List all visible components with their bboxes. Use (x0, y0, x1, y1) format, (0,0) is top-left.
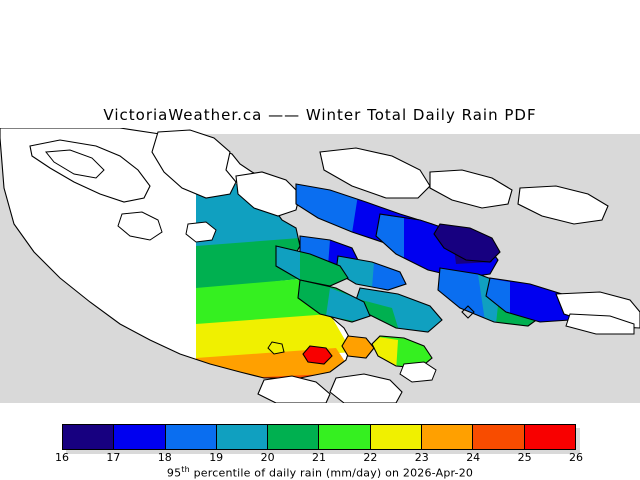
colorbar-segment-9 (524, 425, 575, 449)
caption-percentile-number: 95 (166, 466, 182, 480)
colorbar-segment-2 (165, 425, 217, 449)
contour-islet-orange (341, 335, 375, 359)
landmass-south-islands (257, 361, 437, 403)
colorbar-tick-24: 24 (466, 451, 481, 464)
colorbar-tick-26: 26 (569, 451, 583, 464)
colorbar-tick-20: 20 (260, 451, 275, 464)
map-panel (0, 128, 640, 403)
colorbar-segment-4 (268, 425, 320, 449)
colorbar-segment-1 (114, 425, 166, 449)
colorbar-tick-16: 16 (55, 451, 69, 464)
colorbar-tick-23: 23 (414, 451, 429, 464)
contour-islet-red (302, 345, 333, 365)
colorbar-segment-6 (370, 425, 423, 449)
landmass-east-shore (555, 291, 640, 335)
colorbar-tick-25: 25 (517, 451, 532, 464)
colorbar-tick-22: 22 (363, 451, 378, 464)
landmass-northwest-peninsula (29, 139, 151, 203)
colorbar-caption: 95th percentile of daily rain (mm/day) o… (0, 465, 640, 480)
colorbar-panel: 16 17 18 19 20 21 22 23 24 25 26 95th percentile o… (0, 418, 640, 480)
colorbar (62, 424, 576, 450)
colorbar-segment-0 (63, 425, 115, 449)
caption-rest: percentile of daily rain (mm/day) on 202… (189, 466, 474, 480)
colorbar-segment-8 (473, 425, 525, 449)
colorbar-tick-labels: 16 17 18 19 20 21 22 23 24 25 26 (0, 451, 640, 467)
colorbar-tick-17: 17 (106, 451, 121, 464)
page-title: VictoriaWeather.ca —— Winter Total Daily… (103, 106, 537, 124)
colorbar-tick-18: 18 (157, 451, 172, 464)
station-marker-icon (461, 305, 475, 319)
landmass-northeast-islands (319, 147, 609, 225)
colorbar-tick-21: 21 (312, 451, 326, 464)
contour-map (0, 128, 640, 403)
colorbar-segment-5 (319, 425, 371, 449)
colorbar-tick-19: 19 (209, 451, 224, 464)
caption-ordinal-suffix: th (181, 465, 190, 474)
colorbar-segment-7 (422, 425, 474, 449)
colorbar-segment-3 (216, 425, 269, 449)
landmass-north-islands (117, 129, 301, 243)
